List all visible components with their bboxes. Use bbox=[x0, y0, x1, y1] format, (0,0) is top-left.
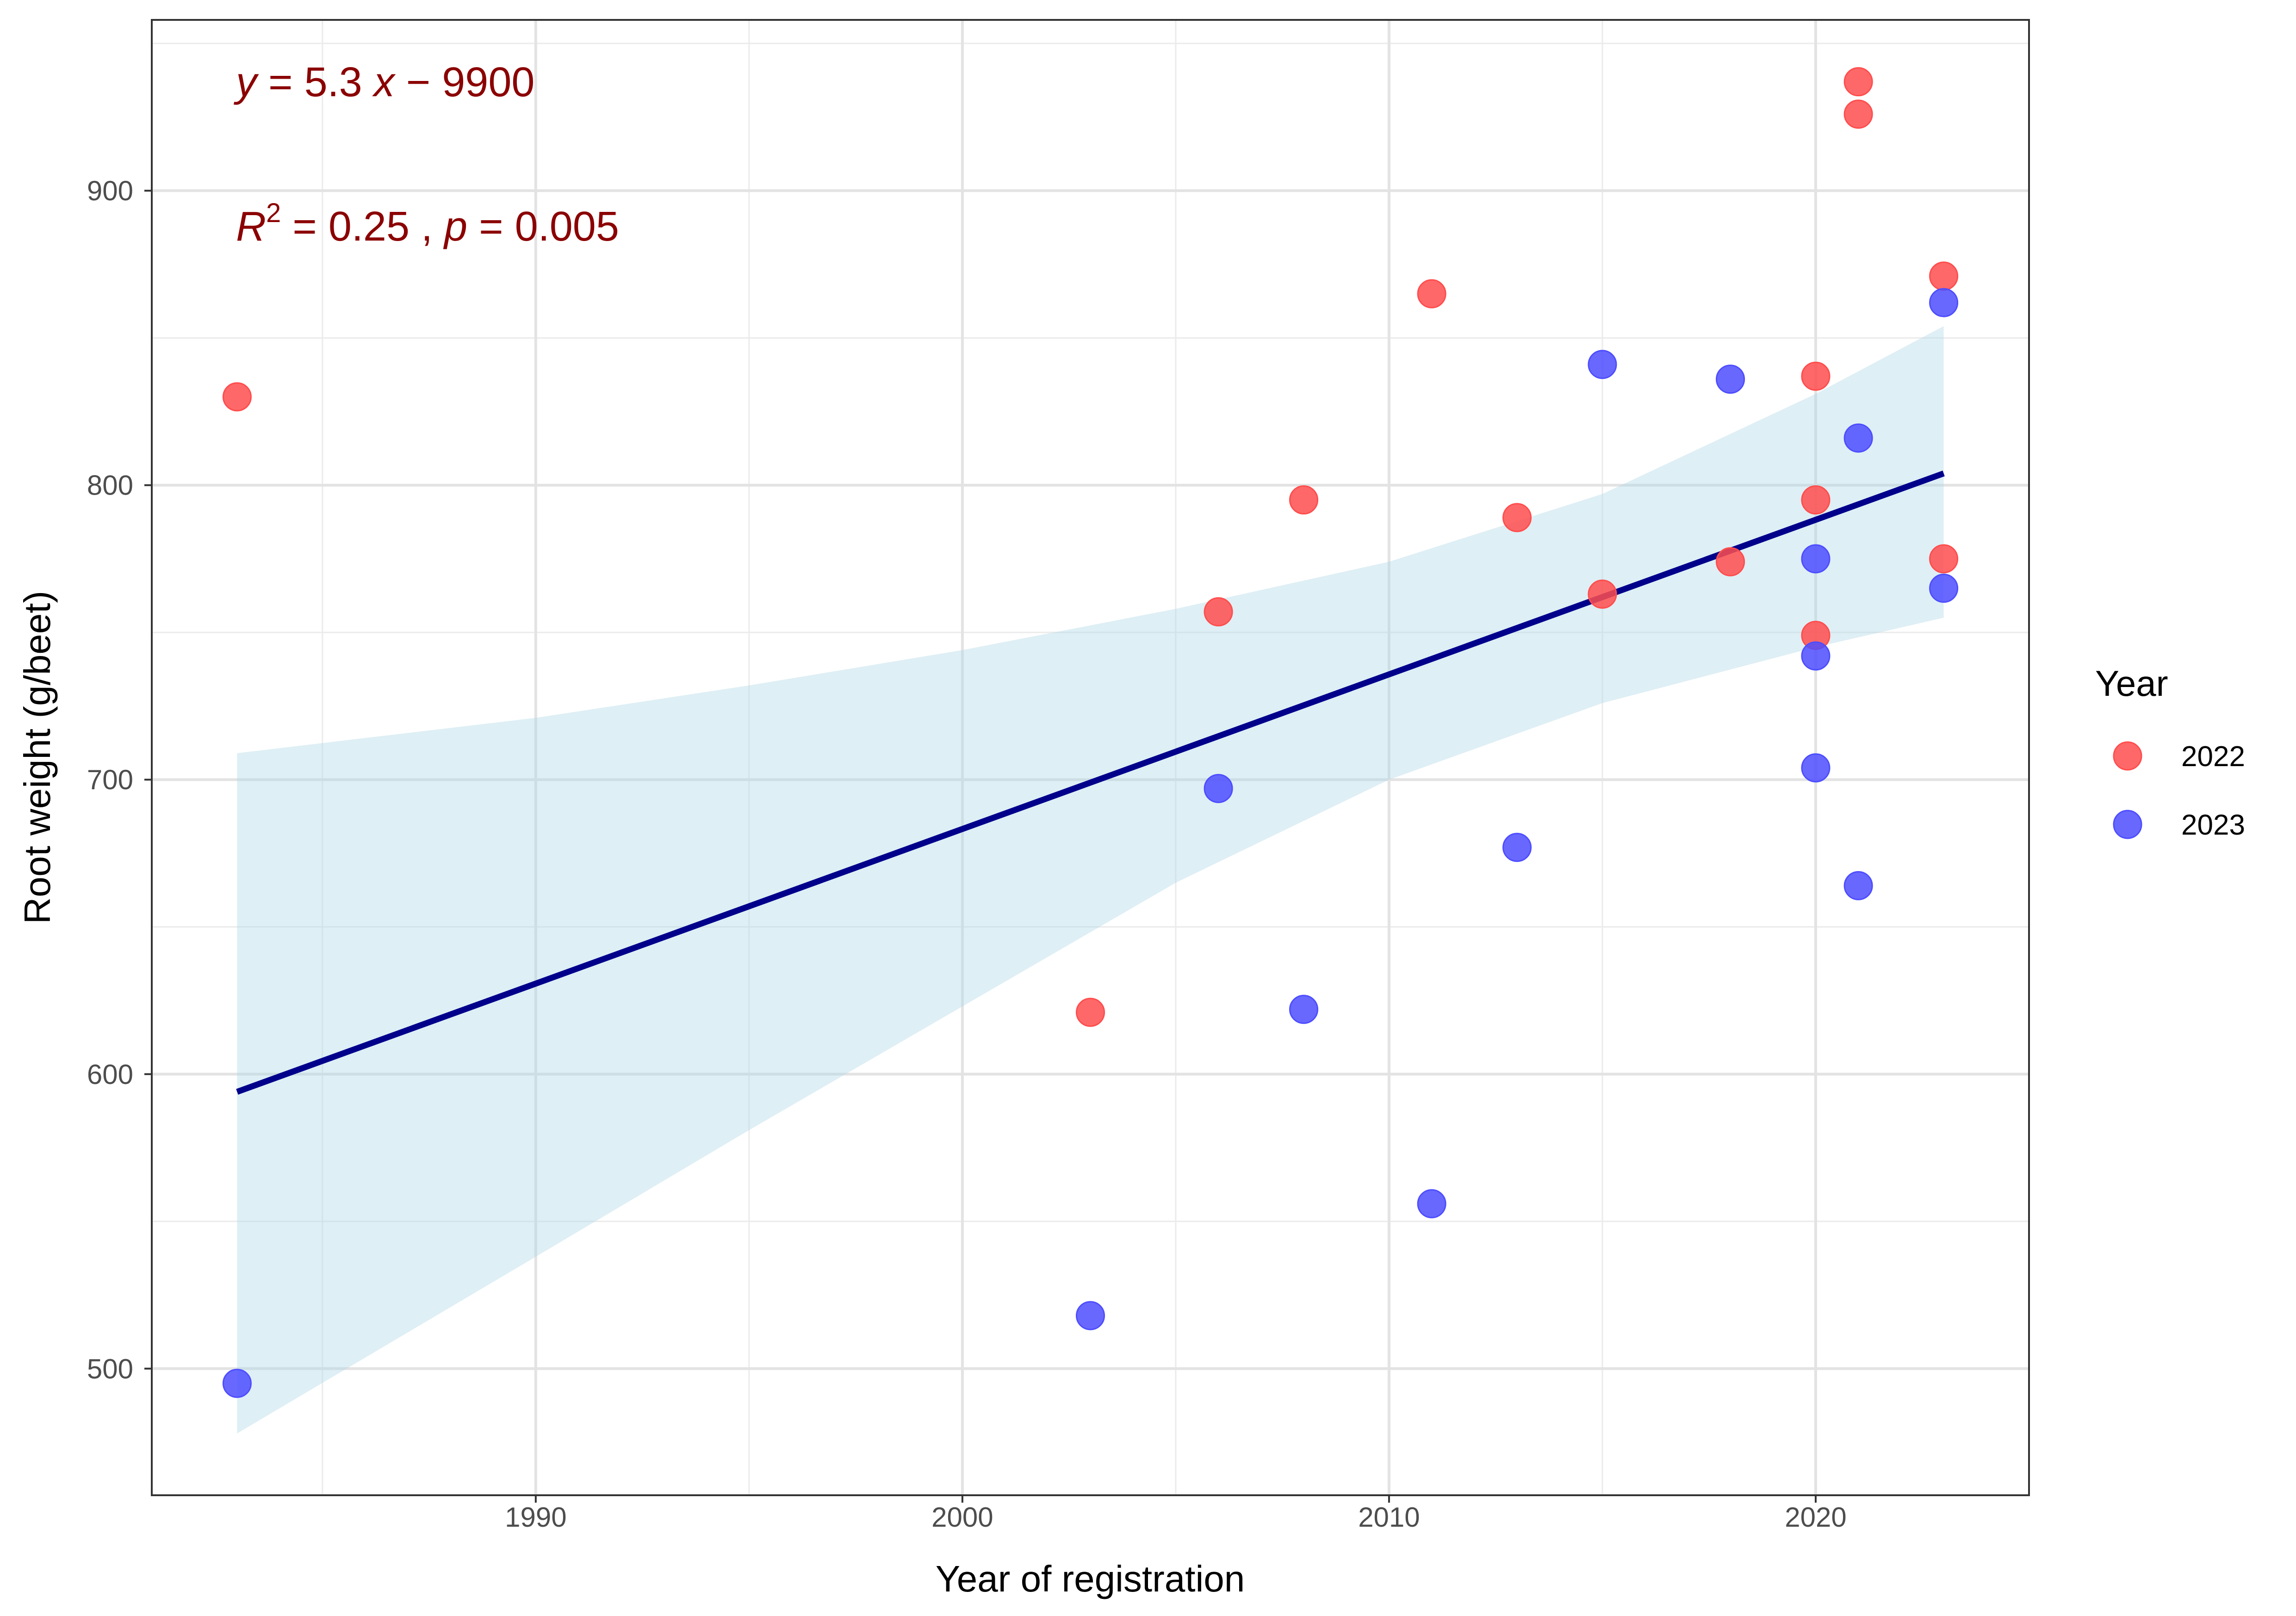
data-point-2023 bbox=[1716, 365, 1745, 394]
data-points bbox=[222, 67, 1959, 1398]
x-tick-label: 2010 bbox=[1358, 1502, 1420, 1533]
x-tick-label: 1990 bbox=[505, 1502, 566, 1533]
regression-line bbox=[236, 471, 1945, 1095]
x-tick-label: 2020 bbox=[1785, 1502, 1846, 1533]
y-axis-title: Root weight (g/beet) bbox=[17, 591, 58, 924]
legend: Year 2022 2023 bbox=[2095, 663, 2245, 841]
minor-gridlines bbox=[152, 20, 2029, 1495]
legend-key-2023 bbox=[2113, 810, 2142, 839]
y-tick-label: 700 bbox=[87, 764, 133, 795]
x-axis-title: Year of registration bbox=[936, 1558, 1245, 1599]
data-point-2023 bbox=[1801, 544, 1831, 574]
data-point-2023 bbox=[1843, 423, 1873, 453]
legend-items: 2022 2023 bbox=[2113, 741, 2245, 841]
data-point-2022 bbox=[222, 382, 252, 412]
data-point-2022 bbox=[1289, 485, 1319, 515]
data-point-2022 bbox=[1929, 544, 1959, 574]
data-point-2022 bbox=[1801, 485, 1831, 515]
data-point-2022 bbox=[1204, 597, 1233, 626]
data-point-2022 bbox=[1843, 67, 1873, 97]
equation-annotation: y = 5.3 x − 9900 bbox=[233, 59, 534, 105]
panel-border bbox=[151, 19, 2030, 1496]
data-point-2022 bbox=[1929, 261, 1959, 291]
data-point-2022 bbox=[1502, 503, 1532, 532]
regression-line-path bbox=[236, 471, 1945, 1095]
x-tick-label: 2000 bbox=[931, 1502, 993, 1533]
y-tick-label: 800 bbox=[87, 470, 133, 501]
legend-key-2022 bbox=[2113, 741, 2142, 771]
data-point-2023 bbox=[1801, 641, 1831, 671]
data-point-2023 bbox=[1289, 995, 1319, 1024]
data-point-2023 bbox=[222, 1368, 252, 1398]
data-point-2022 bbox=[1076, 997, 1105, 1027]
data-point-2022 bbox=[1801, 361, 1831, 391]
data-point-2023 bbox=[1502, 833, 1532, 862]
confidence-band bbox=[237, 326, 1944, 1434]
y-tick-label: 600 bbox=[87, 1059, 133, 1090]
fit-statistics-annotation: R2 = 0.25 , p = 0.005 bbox=[236, 198, 619, 250]
y-tick-label: 900 bbox=[87, 175, 133, 206]
data-point-2023 bbox=[1076, 1301, 1105, 1331]
legend-title: Year bbox=[2095, 663, 2168, 704]
data-point-2022 bbox=[1843, 99, 1873, 129]
legend-label-2022: 2022 bbox=[2181, 741, 2245, 773]
data-point-2023 bbox=[1588, 350, 1617, 379]
data-point-2023 bbox=[1929, 573, 1959, 603]
data-point-2022 bbox=[1417, 279, 1446, 309]
y-axis-ticks: 500 600 700 800 900 bbox=[87, 175, 152, 1384]
legend-label-2023: 2023 bbox=[2181, 809, 2245, 841]
x-axis-ticks: 1990 2000 2010 2020 bbox=[505, 1495, 1847, 1533]
data-point-2022 bbox=[1716, 547, 1745, 576]
y-tick-label: 500 bbox=[87, 1353, 133, 1384]
data-point-2022 bbox=[1588, 579, 1617, 609]
data-point-2023 bbox=[1417, 1189, 1446, 1219]
data-point-2023 bbox=[1204, 774, 1233, 803]
data-point-2023 bbox=[1843, 871, 1873, 900]
major-gridlines bbox=[152, 20, 2029, 1495]
data-point-2023 bbox=[1801, 753, 1831, 783]
data-point-2023 bbox=[1929, 288, 1959, 317]
confidence-band-area bbox=[237, 326, 1944, 1434]
